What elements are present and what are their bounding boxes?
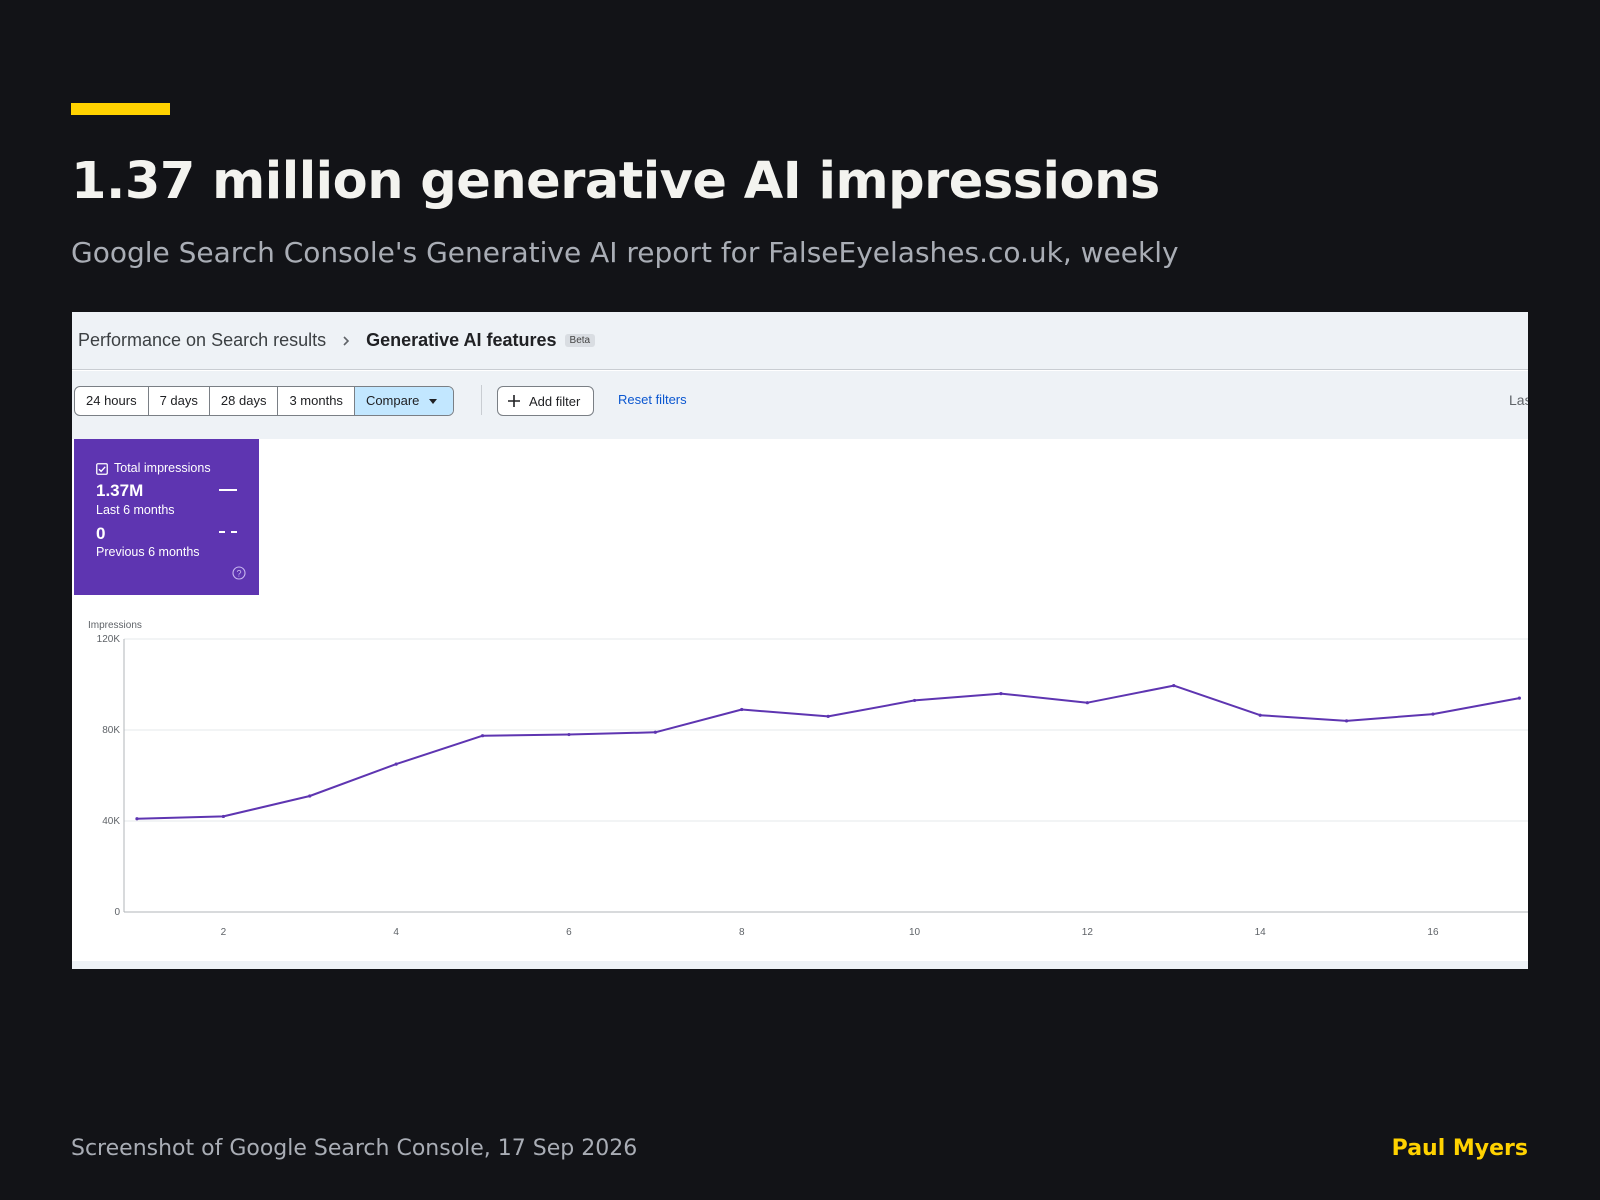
data-point [135, 817, 139, 821]
metric-previous-period: Previous 6 months [96, 545, 200, 559]
screenshot-caption: Screenshot of Google Search Console, 17 … [71, 1136, 638, 1161]
last-updated-label: Las [1509, 392, 1528, 408]
data-point [1344, 719, 1349, 723]
x-tick-label: 12 [1082, 927, 1094, 938]
data-point [740, 707, 744, 712]
beta-badge: Beta [564, 334, 596, 347]
dashed-line-legend-icon [219, 531, 237, 533]
metric-previous-value: 0 [96, 524, 106, 543]
x-tick-label: 8 [739, 927, 745, 938]
reset-filters-link[interactable]: Reset filters [618, 392, 687, 407]
breadcrumb: Performance on Search results Generative… [72, 312, 1528, 370]
data-point [567, 732, 571, 737]
checkbox-checked-icon[interactable] [96, 463, 108, 475]
slide-subtitle: Google Search Console's Generative AI re… [71, 236, 1179, 269]
data-point [653, 730, 657, 734]
data-point [1517, 696, 1521, 700]
range-28-days-button[interactable]: 28 days [210, 387, 279, 415]
total-impressions-card[interactable]: Total impressions 1.37M Last 6 months 0 … [74, 439, 259, 595]
data-point [394, 762, 398, 766]
data-point [912, 698, 917, 703]
range-7-days-button[interactable]: 7 days [149, 387, 210, 415]
range-24-hours-button[interactable]: 24 hours [75, 387, 149, 415]
x-tick-label: 4 [393, 927, 399, 938]
y-tick-label: 120K [97, 634, 121, 645]
metric-label: Total impressions [114, 461, 211, 475]
impressions-line-chart: Impressions 0 40K 80K 120K 2 4 6 8 10 12 14 16 [88, 620, 1528, 938]
data-point [1258, 713, 1262, 717]
metric-current-period: Last 6 months [96, 503, 175, 517]
plus-icon [508, 395, 520, 407]
data-point [221, 814, 225, 819]
date-range-selector: 24 hours 7 days 28 days 3 months Compare [74, 386, 455, 416]
metric-current-value: 1.37M [96, 481, 144, 500]
toolbar-divider [481, 385, 482, 415]
chevron-right-icon [343, 335, 350, 346]
y-tick-label: 0 [114, 907, 120, 918]
help-icon[interactable]: ? [232, 566, 246, 580]
slide-headline: 1.37 million generative AI impressions [71, 152, 1160, 211]
data-point [826, 714, 830, 718]
range-3-months-button[interactable]: 3 months [278, 387, 355, 415]
impressions-series-line [136, 684, 1520, 820]
data-point [1172, 684, 1176, 688]
breadcrumb-parent-link[interactable]: Performance on Search results [78, 330, 327, 350]
bottom-strip [72, 961, 1528, 969]
filter-toolbar: 24 hours 7 days 28 days 3 months Compare… [72, 371, 1528, 439]
data-point [1085, 701, 1089, 705]
add-filter-button[interactable]: Add filter [497, 386, 595, 416]
data-point [308, 794, 312, 798]
compare-label: Compare [365, 393, 420, 408]
y-tick-label: 40K [102, 816, 120, 827]
solid-line-legend-icon [219, 489, 237, 491]
x-tick-label: 2 [221, 927, 227, 938]
compare-dropdown[interactable]: Compare [354, 387, 454, 415]
y-tick-label: 80K [102, 725, 120, 736]
x-tick-label: 16 [1427, 927, 1439, 938]
dropdown-caret-icon [429, 398, 438, 404]
data-point [1431, 712, 1435, 716]
x-tick-label: 14 [1255, 927, 1267, 938]
breadcrumb-current: Generative AI features [366, 330, 557, 350]
data-point [480, 734, 485, 738]
x-tick-label: 10 [909, 927, 921, 938]
search-console-screenshot: Performance on Search results Generative… [72, 312, 1528, 969]
y-axis-title: Impressions [88, 620, 142, 631]
x-tick-label: 6 [566, 927, 572, 938]
svg-text:?: ? [236, 568, 241, 578]
data-point [999, 692, 1003, 696]
add-filter-label: Add filter [529, 393, 581, 409]
accent-bar [71, 103, 170, 115]
author-name: Paul Myers [1391, 1136, 1528, 1161]
